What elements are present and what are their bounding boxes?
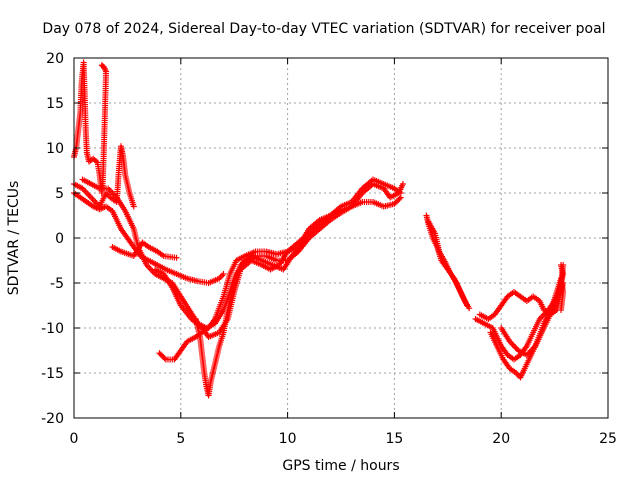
x-axis-label: GPS time / hours: [282, 458, 399, 474]
data-point: [220, 271, 227, 277]
y-tick-label: 0: [55, 231, 64, 247]
axes: 0 5 10 15 20 25 20 15 10 5 0 -5 -10 -15 -20: [41, 51, 617, 447]
y-tick-label: -15: [41, 366, 64, 382]
x-tick-label: 20: [492, 431, 510, 447]
data-point: [130, 203, 137, 210]
series-track-13: [487, 262, 567, 381]
plot-frame: [73, 57, 609, 419]
y-axis-label: SDTVAR / TECUs: [6, 181, 22, 296]
y-tick-label: -5: [50, 276, 64, 292]
y-tick-label: 5: [55, 186, 64, 202]
y-tick-label: 10: [46, 141, 64, 157]
data-point: [173, 254, 180, 261]
y-tick-label: 15: [46, 96, 64, 112]
data-points: [71, 59, 567, 399]
series-track-2: [71, 143, 137, 210]
series-track-7: [156, 181, 406, 363]
series-track-14: [498, 275, 567, 358]
x-tick-label: 25: [599, 431, 617, 447]
data-point: [399, 181, 406, 187]
y-tick-label: 20: [46, 51, 64, 67]
x-tick-label: 5: [176, 431, 185, 447]
data-point: [161, 355, 168, 362]
data-point: [466, 305, 473, 312]
data-point: [98, 62, 105, 69]
data-point: [560, 262, 567, 268]
y-tick-label: -20: [41, 411, 64, 427]
data-point: [305, 235, 312, 241]
data-point: [396, 195, 403, 202]
x-tick-label: 10: [279, 431, 297, 447]
data-point: [558, 307, 565, 313]
series-track-10: [425, 218, 473, 312]
y-tick-label: -10: [41, 321, 64, 337]
data-point: [99, 63, 106, 70]
x-tick-label: 15: [385, 431, 403, 447]
x-tick-label: 0: [70, 431, 79, 447]
series-track-8: [192, 235, 312, 399]
chart-title: Day 078 of 2024, Sidereal Day-to-day VTE…: [42, 21, 605, 37]
series-track-1: [71, 59, 110, 196]
